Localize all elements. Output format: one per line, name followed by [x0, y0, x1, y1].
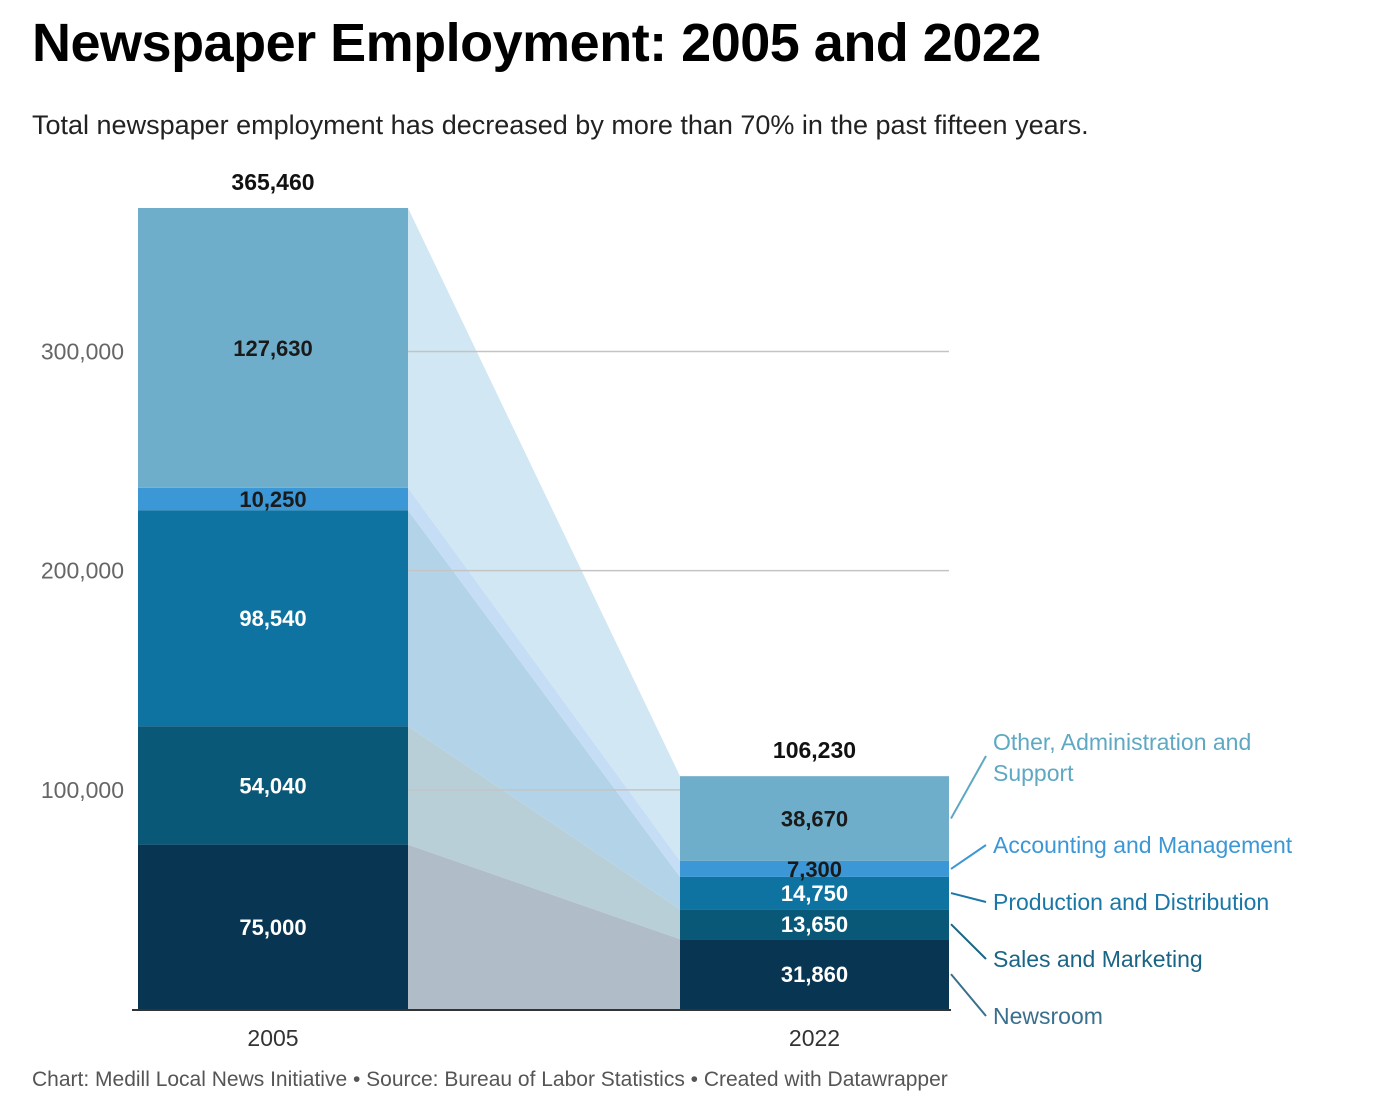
chart-footer: Chart: Medill Local News Initiative • So… — [32, 1068, 948, 1091]
connector-sales-and-marketing — [408, 726, 680, 940]
bar-segment-2022-newsroom — [680, 939, 949, 1009]
legend-leader-line — [950, 973, 987, 1017]
segment-value-label: 127,630 — [233, 336, 313, 361]
legend-label-newsroom: Newsroom — [993, 1003, 1103, 1029]
bar-layer — [138, 208, 949, 1009]
x-tick-label: 2022 — [789, 1025, 840, 1051]
bar-segment-2022-production-and-distribution — [680, 876, 949, 910]
connector-other-administration-and-support — [408, 208, 680, 861]
chart-title: Newspaper Employment: 2005 and 2022 — [32, 13, 1041, 73]
bar-segment-2005-other-administration-and-support — [138, 208, 408, 488]
legend-label-sales-and-marketing: Sales and Marketing — [993, 946, 1203, 972]
connector-accounting-and-management — [408, 487, 680, 877]
x-tick-label: 2005 — [247, 1025, 298, 1051]
segment-value-label: 13,650 — [781, 912, 848, 937]
segment-value-label: 75,000 — [239, 915, 306, 940]
connector-newsroom — [408, 844, 680, 1009]
legend-layer: Newsroom Sales and Marketing Production an… — [950, 729, 1293, 1029]
legend-label-other-administration-and-support: Other, Administration and Support — [993, 729, 1251, 786]
bar-segment-2005-sales-and-marketing — [138, 726, 408, 845]
segment-value-label: 31,860 — [781, 962, 848, 987]
y-tick-label: 100,000 — [41, 777, 124, 803]
legend-label-accounting-and-management: Accounting and Management — [993, 832, 1293, 858]
segment-value-label: 10,250 — [239, 487, 306, 512]
segment-value-label: 98,540 — [239, 606, 306, 631]
segment-value-label: 38,670 — [781, 807, 848, 832]
connector-layer — [408, 208, 680, 1009]
bar-segment-2022-sales-and-marketing — [680, 909, 949, 940]
legend-leader-line — [950, 755, 987, 820]
legend-leader-line — [950, 923, 987, 960]
segment-value-label: 7,300 — [787, 857, 842, 882]
bar-segment-2005-accounting-and-management — [138, 487, 408, 511]
bar-segment-2022-other-administration-and-support — [680, 776, 949, 861]
bar-segment-2005-production-and-distribution — [138, 510, 408, 727]
label-layer: 75,000 54,040 98,540 10,250 127,630 365,460 20… — [231, 169, 856, 1051]
segment-value-label: 14,750 — [781, 881, 848, 906]
legend-label-production-and-distribution: Production and Distribution — [993, 889, 1269, 915]
bar-total-label: 365,460 — [231, 169, 314, 195]
legend-leader-line — [950, 892, 987, 903]
bar-total-label: 106,230 — [773, 737, 856, 763]
chart-subtitle: Total newspaper employment has decreased… — [32, 110, 1089, 140]
legend-leader-line — [950, 844, 987, 870]
connector-production-and-distribution — [408, 510, 680, 910]
bar-segment-2005-newsroom — [138, 844, 408, 1009]
grid-layer: 100,000 200,000 300,000 — [41, 338, 951, 1011]
segment-value-label: 54,040 — [239, 773, 306, 798]
bar-segment-2022-accounting-and-management — [680, 860, 949, 877]
y-tick-label: 300,000 — [41, 338, 124, 364]
y-tick-label: 200,000 — [41, 558, 124, 584]
